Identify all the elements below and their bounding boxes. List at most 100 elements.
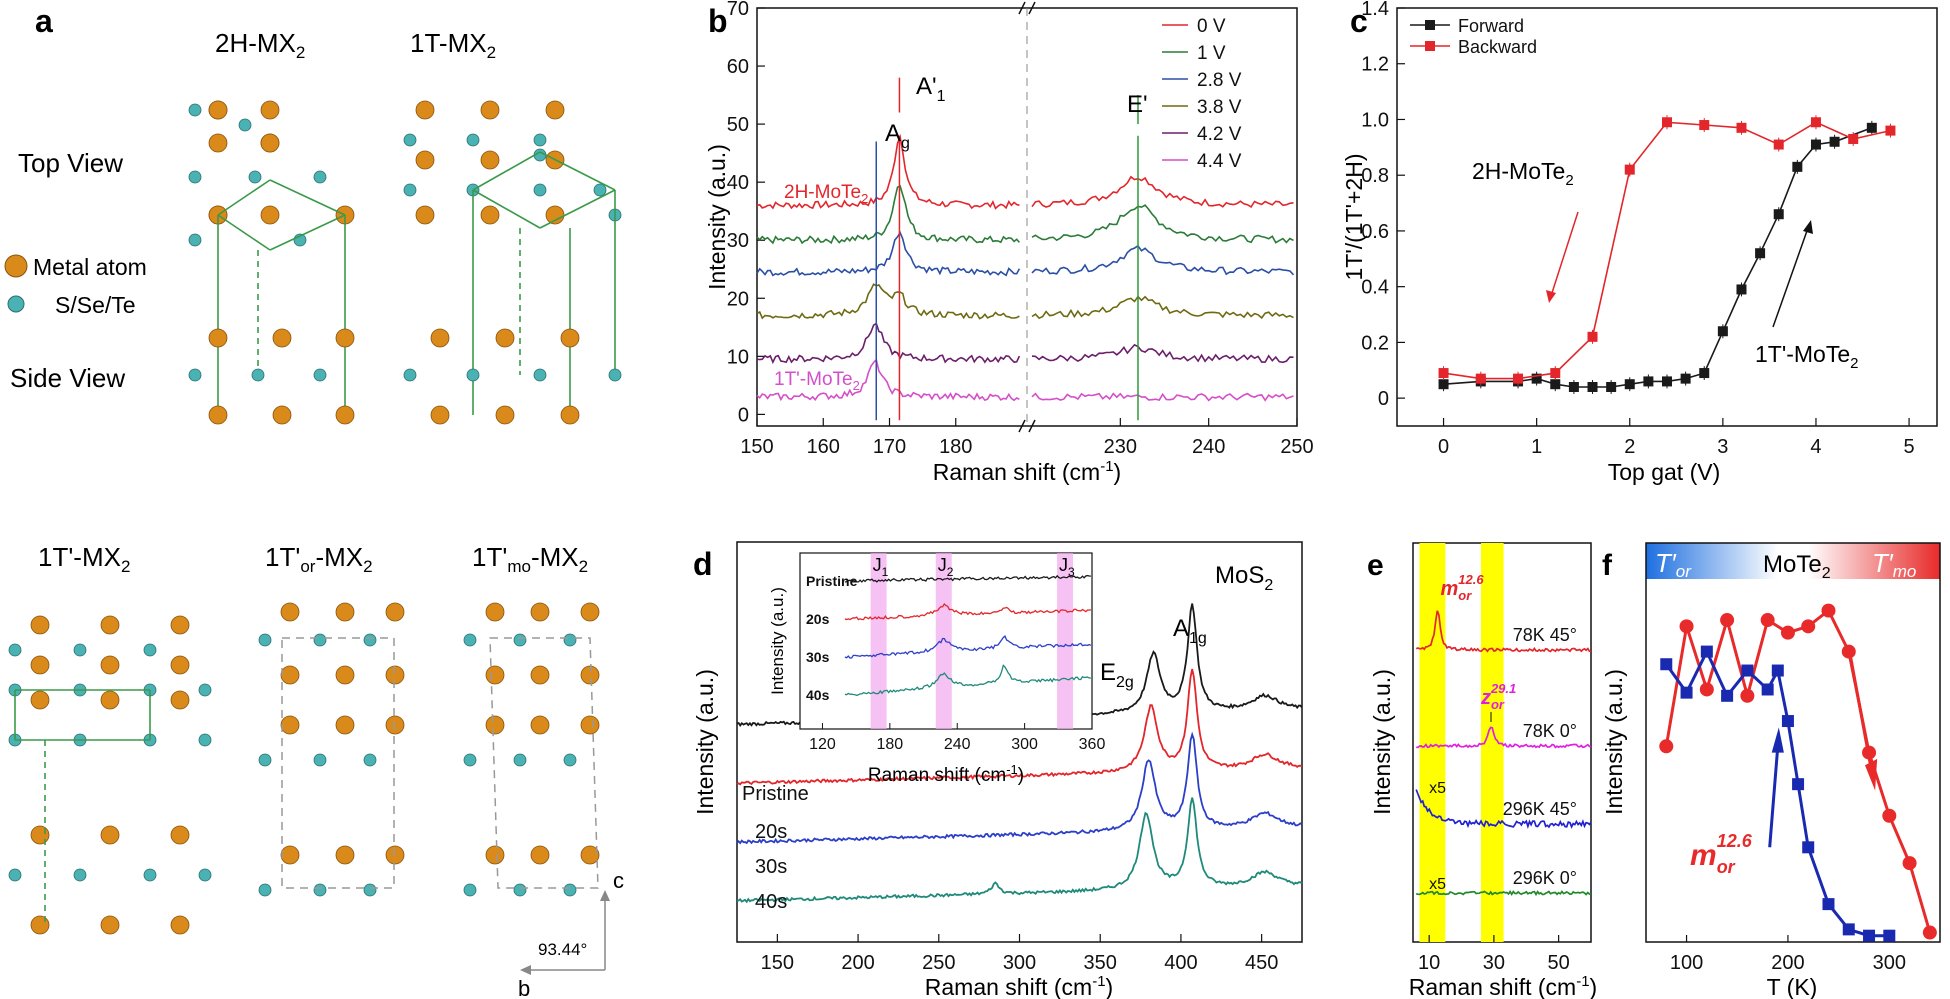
panel-d-ylabel: Intensity (a.u.) bbox=[692, 669, 718, 815]
b-axis-label: b bbox=[518, 976, 530, 999]
c-y-tick-label: 0 bbox=[1378, 388, 1389, 410]
f-data-point bbox=[1863, 929, 1876, 942]
chalcogen-atom bbox=[188, 233, 202, 247]
d-series-label: 30s bbox=[755, 856, 787, 878]
chalcogen-atom bbox=[258, 753, 272, 767]
panel-e-raman-chart: e 10 30 50 78K 45° 78K 0° 296K 45° 296K 0° x5 x5… bbox=[1367, 542, 1597, 999]
panel-c-ylabel: 1T'/(1T'+2H) bbox=[1341, 153, 1367, 280]
f-data-point bbox=[1699, 682, 1714, 697]
chalcogen-atom bbox=[403, 183, 417, 197]
metal-atom bbox=[485, 665, 505, 685]
side-view-label: Side View bbox=[10, 363, 125, 393]
chalcogen-atom bbox=[533, 133, 547, 147]
b-x-tick-label: 160 bbox=[807, 436, 840, 458]
e-band bbox=[1480, 543, 1504, 942]
f-data-point bbox=[1740, 688, 1755, 703]
e-mode-m-sub: or bbox=[1458, 588, 1472, 603]
panel-d-series-labels: Pristine 20s 30s 40s bbox=[742, 783, 809, 913]
c-legend-label: Forward bbox=[1458, 16, 1524, 36]
metal-atom bbox=[170, 915, 190, 935]
panel-e-xlabel: Raman shift (cm-1) bbox=[1409, 973, 1597, 999]
c-data-point bbox=[1736, 122, 1747, 133]
c-axis-label: c bbox=[613, 868, 624, 893]
d-x-tick-label: 300 bbox=[1003, 952, 1036, 974]
b-axis-break bbox=[1028, 419, 1036, 433]
c-x-tick-label: 4 bbox=[1810, 436, 1821, 458]
chalcogen-atom bbox=[313, 753, 327, 767]
c-x-tick-label: 2 bbox=[1624, 436, 1635, 458]
metal-atom bbox=[545, 100, 565, 120]
panel-d-mos2-chart: d 150 200 250 300 350 400 450 Raman shift (cm-… bbox=[692, 541, 1303, 999]
chalcogen-atom bbox=[563, 753, 577, 767]
inset-x-tick-label: 300 bbox=[1011, 736, 1038, 753]
metal-atom bbox=[530, 665, 550, 685]
metal-atom bbox=[480, 150, 500, 170]
chalcogen-atom bbox=[533, 368, 547, 382]
bond-line bbox=[217, 214, 271, 251]
label-1t-mote2-c: 1T'-MoTe2 bbox=[1755, 341, 1858, 372]
structure-1tmo-title: 1T'mo-MX2 bbox=[472, 542, 588, 576]
label-2h-mote2-c: 2H-MoTe2 bbox=[1472, 158, 1574, 189]
c-axis-arrowhead bbox=[600, 890, 610, 901]
metal-atom bbox=[580, 665, 600, 685]
panel-b-raman-chart: b 150 160 170 180 230 240 250 0 10 20 30 40 50 60 70 R… bbox=[704, 0, 1314, 485]
d-x-tick-label: 250 bbox=[922, 952, 955, 974]
metal-atom bbox=[335, 602, 355, 622]
chalcogen-atom bbox=[313, 170, 327, 184]
metal-atom bbox=[170, 615, 190, 635]
chalcogen-atom bbox=[188, 103, 202, 117]
d-x-tick-label: 200 bbox=[841, 952, 874, 974]
c-y-tick-label: 0.8 bbox=[1361, 165, 1389, 187]
b-axis-break bbox=[1018, 419, 1026, 433]
metal-atom bbox=[485, 845, 505, 865]
panel-d-title: MoS2 bbox=[1215, 562, 1273, 594]
e-series-label: 296K 45° bbox=[1503, 799, 1577, 819]
metal-atom bbox=[580, 715, 600, 735]
d-series-label: 40s bbox=[755, 891, 787, 913]
metal-atom bbox=[170, 655, 190, 675]
metal-atom bbox=[385, 845, 405, 865]
panel-f-frame bbox=[1645, 542, 1941, 943]
b-series-line bbox=[756, 133, 1294, 210]
chalcogen-atom bbox=[363, 633, 377, 647]
metal-atom bbox=[430, 405, 450, 425]
bond-line bbox=[269, 179, 346, 216]
f-data-point bbox=[1841, 644, 1856, 659]
chalcogen-atom bbox=[513, 633, 527, 647]
c-legend-label: Backward bbox=[1458, 37, 1537, 57]
b-y-tick-label: 20 bbox=[727, 288, 749, 310]
chalcogen-atom bbox=[198, 683, 212, 697]
panel-b-ylabel: Intensity (a.u.) bbox=[704, 144, 730, 290]
e-mode-z-sup: 29.1 bbox=[1490, 681, 1516, 696]
b-series-line bbox=[756, 322, 1294, 365]
metal-atom bbox=[530, 845, 550, 865]
metal-atom bbox=[485, 715, 505, 735]
b-legend-label: 3.8 V bbox=[1197, 97, 1242, 118]
c-legend-marker bbox=[1425, 41, 1435, 51]
b-x-tick-label: 240 bbox=[1192, 436, 1225, 458]
chalcogen-atom bbox=[198, 733, 212, 747]
metal-atom bbox=[560, 405, 580, 425]
inset-x-tick-label: 240 bbox=[944, 736, 971, 753]
b-y-tick-label: 70 bbox=[727, 0, 749, 20]
f-data-point bbox=[1922, 925, 1937, 940]
chalcogen-atom bbox=[251, 368, 265, 382]
chalcogen-atom bbox=[466, 133, 480, 147]
panel-e-ylabel: Intensity (a.u.) bbox=[1369, 669, 1395, 815]
d-series-line bbox=[736, 668, 1303, 786]
c-y-tick-label: 0.6 bbox=[1361, 221, 1389, 243]
chalcogen-atom bbox=[466, 368, 480, 382]
f-series-line bbox=[1664, 608, 1932, 933]
f-arrow-red-head bbox=[1864, 758, 1878, 791]
inset-series-line bbox=[844, 574, 1091, 583]
e-mode-z-sub: or bbox=[1491, 697, 1505, 712]
bond-line bbox=[472, 189, 541, 229]
inset-x-tick-label: 180 bbox=[876, 736, 903, 753]
b-y-tick-label: 50 bbox=[727, 114, 749, 136]
c-data-point bbox=[1550, 379, 1561, 390]
c-data-point bbox=[1680, 373, 1691, 384]
bond-line bbox=[472, 151, 541, 191]
f-data-point bbox=[1883, 929, 1896, 942]
chalcogen-atom bbox=[403, 368, 417, 382]
arrow-1t-black-head bbox=[1803, 220, 1813, 234]
